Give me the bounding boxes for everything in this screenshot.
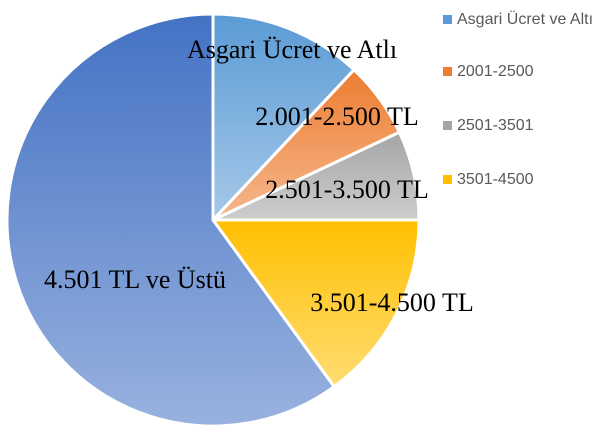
data-label: 3.501-4.500 TL [310,288,473,317]
legend-item: 2501-3501 [443,114,593,138]
legend-item: 2001-2500 [443,60,593,84]
data-label: Asgari Ücret ve Atlı [187,35,397,64]
legend-swatch [443,121,452,130]
legend-item: 3501-4500 [443,168,593,192]
legend-swatch [443,15,452,24]
data-label: 2.001-2.500 TL [255,102,418,131]
legend-swatch [443,175,452,184]
legend-label: 2001-2500 [457,63,534,80]
legend-label: Asgari Ücret ve Altı [457,11,594,28]
pie-slice [211,12,357,224]
data-label: 2.501-3.500 TL [265,175,428,204]
pie-slice [5,12,337,428]
legend-label: 3501-4500 [457,171,534,188]
legend-label: 2501-3501 [457,117,534,134]
data-label: 4.501 TL ve Üstü [44,265,226,294]
legend-item: Asgari Ücret ve Altı [443,8,593,32]
legend-swatch [443,67,452,76]
pie-slice [210,218,421,389]
